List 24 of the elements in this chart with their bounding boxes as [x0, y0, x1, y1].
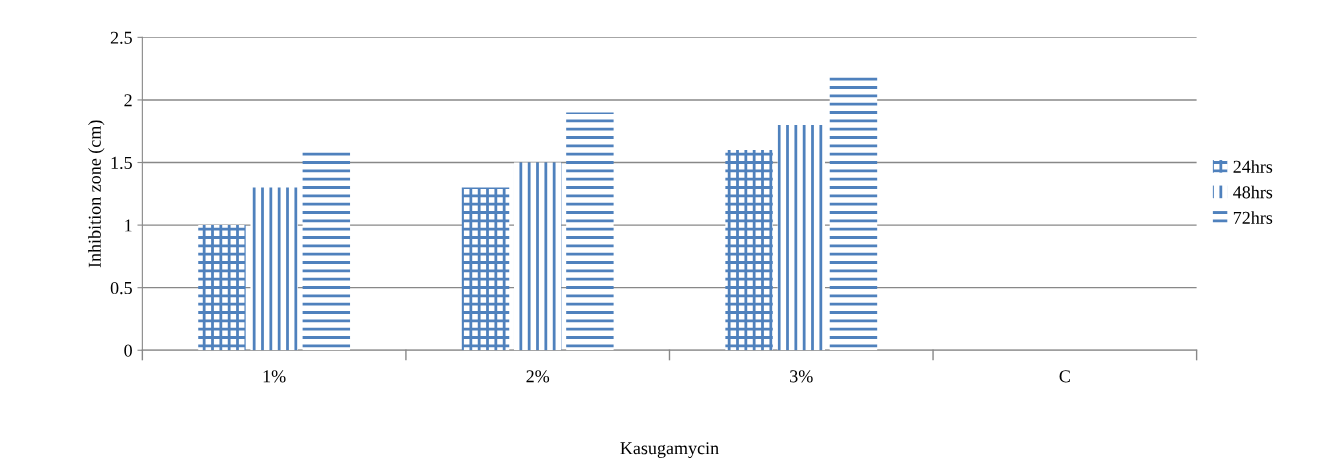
bar [777, 124, 825, 351]
y-tick-label: 2.5 [110, 31, 132, 44]
bar [461, 187, 510, 351]
x-tick-label: 3% [790, 370, 813, 383]
bar [250, 187, 298, 351]
bar [566, 112, 614, 351]
y-tick-label: 1.5 [111, 156, 132, 170]
legend-label: 24hrs [1233, 160, 1273, 173]
y-tick-label: 2 [124, 94, 132, 107]
legend-label: 48hrs [1233, 185, 1273, 199]
y-tick-label: 1 [125, 219, 132, 232]
legend-label: 72hrs [1233, 211, 1273, 224]
bar [198, 225, 246, 351]
y-axis-title: Inhibition zone (cm) [88, 120, 105, 268]
x-tick-label: 1% [263, 370, 286, 383]
x-tick-label: C [1059, 370, 1070, 383]
y-tick-label: 0 [124, 344, 132, 357]
bar [302, 150, 351, 351]
x-axis-title: Kasugamycin [620, 442, 719, 458]
x-tick-label: 2% [526, 370, 550, 383]
bar [725, 150, 773, 351]
y-tick-label: 0.5 [110, 281, 132, 295]
bar [829, 74, 878, 351]
bar [513, 162, 562, 351]
